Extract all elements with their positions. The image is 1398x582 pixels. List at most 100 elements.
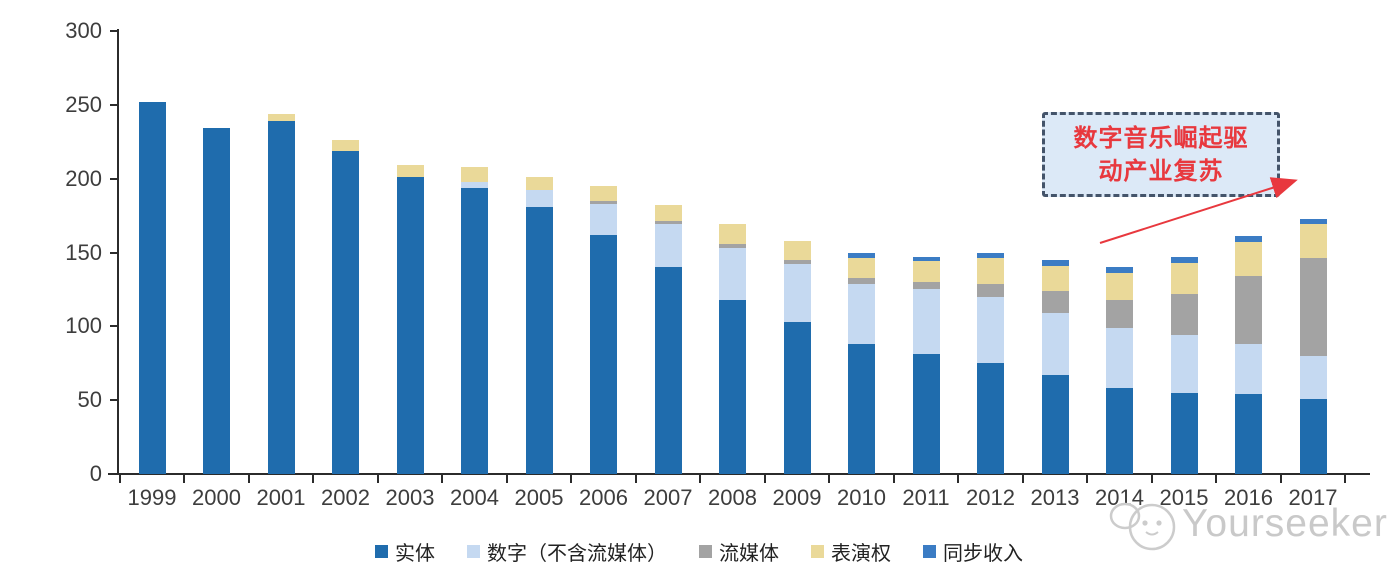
- bar-segment: [1235, 276, 1262, 345]
- bar-segment: [912, 354, 940, 474]
- legend-swatch-icon: [467, 545, 480, 558]
- bar-segment: [1299, 258, 1327, 356]
- y-axis-tick: [110, 251, 117, 254]
- x-axis-tick-label: 2015: [1159, 485, 1209, 510]
- legend-label: 实体: [395, 543, 435, 565]
- y-axis-tick: [110, 177, 117, 180]
- bar-segment: [1106, 273, 1133, 300]
- bar-segment: [1299, 218, 1327, 225]
- bar-segment: [203, 128, 230, 474]
- bar-segment: [1235, 242, 1262, 277]
- y-axis-tick-label: 250: [65, 91, 102, 117]
- bar-segment: [977, 283, 1004, 297]
- y-axis-tick: [110, 473, 117, 475]
- x-axis-tick: [312, 475, 315, 483]
- legend-item: 数字（不含流媒体）: [467, 537, 667, 566]
- bar-segment: [461, 166, 488, 182]
- x-axis-tick: [441, 475, 444, 483]
- y-axis-line: [117, 29, 119, 475]
- bar-segment: [1299, 355, 1327, 399]
- x-axis-tick-label: 2002: [321, 485, 370, 510]
- x-axis-tick: [1215, 475, 1218, 483]
- legend-item: 同步收入: [923, 537, 1023, 566]
- bar-segment: [1041, 265, 1069, 291]
- x-axis-tick-label: 2001: [256, 485, 306, 510]
- bar-segment: [848, 283, 875, 345]
- bar-segment: [654, 267, 682, 474]
- x-axis-tick-label: 2007: [643, 485, 693, 510]
- bar-segment: [590, 234, 617, 474]
- bar-segment: [1106, 299, 1133, 328]
- legend-label: 表演权: [831, 543, 891, 565]
- bar-segment: [1170, 256, 1198, 263]
- bar-segment: [1299, 398, 1327, 474]
- bar-segment: [977, 258, 1004, 284]
- annotation-line1: 数字音乐崛起驱: [1073, 124, 1249, 152]
- bar-segment: [396, 177, 424, 474]
- y-axis-tick-label: 200: [65, 165, 102, 191]
- bar-segment: [848, 258, 875, 278]
- bar-segment: [783, 240, 811, 260]
- x-axis-tick: [892, 475, 895, 483]
- x-axis-tick: [1150, 475, 1153, 483]
- x-axis-tick-label: 2006: [579, 485, 628, 510]
- bar-segment: [461, 181, 488, 188]
- bar-segment: [332, 150, 359, 474]
- bar-segment: [654, 221, 682, 225]
- bar-segment: [1170, 293, 1198, 336]
- x-axis-tick-label: 2005: [514, 485, 564, 510]
- bar-segment: [1170, 335, 1198, 393]
- x-axis-tick: [376, 475, 379, 483]
- bar-segment: [783, 264, 811, 322]
- bar-segment: [1106, 388, 1133, 474]
- bar-segment: [267, 113, 295, 122]
- x-axis-tick: [1344, 475, 1347, 483]
- bar-segment: [396, 165, 424, 178]
- legend-swatch-icon: [699, 545, 712, 558]
- bar-segment: [848, 344, 875, 474]
- bar-segment: [977, 296, 1004, 364]
- watermark-logo-icon: [1109, 502, 1176, 551]
- legend-swatch-icon: [811, 545, 824, 558]
- legend-label: 数字（不含流媒体）: [487, 543, 667, 565]
- legend-label: 流媒体: [719, 543, 779, 565]
- bar-segment: [138, 101, 166, 474]
- bar-segment: [848, 252, 875, 259]
- bar-segment: [1299, 224, 1327, 259]
- bar-segment: [977, 363, 1004, 474]
- x-axis-tick-label: 2000: [192, 485, 241, 510]
- bar-segment: [1041, 290, 1069, 314]
- bar-segment: [912, 261, 940, 283]
- x-axis-tick-label: 1999: [127, 485, 177, 510]
- legend-label: 同步收入: [943, 543, 1023, 565]
- x-axis-tick-label: 2003: [385, 485, 435, 510]
- x-axis-tick: [118, 475, 121, 483]
- bar-segment: [912, 282, 940, 290]
- bar-segment: [1235, 344, 1262, 395]
- x-axis-tick: [505, 475, 508, 483]
- bar-segment: [719, 248, 746, 300]
- bar-segment: [590, 200, 617, 204]
- x-axis-tick-label: 2011: [902, 485, 950, 510]
- legend: 实体 数字（不含流媒体） 流媒体 表演权 同步收入: [0, 537, 1398, 566]
- bar-segment: [1235, 394, 1262, 474]
- x-axis-tick: [828, 475, 831, 483]
- y-axis-tick: [110, 399, 117, 402]
- x-axis-tick-label: 2004: [450, 485, 499, 510]
- bar-segment: [783, 259, 811, 265]
- bar-segment: [1106, 267, 1133, 274]
- y-axis-tick-label: 50: [77, 387, 102, 413]
- x-axis-tick-label: 2012: [966, 485, 1015, 510]
- legend-swatch-icon: [375, 545, 388, 558]
- bar-segment: [525, 177, 553, 191]
- bar-segment: [1106, 327, 1133, 389]
- annotation-line2: 动产业复苏: [1098, 157, 1224, 185]
- y-axis-tick-label: 100: [65, 313, 102, 339]
- bar-segment: [719, 243, 746, 249]
- bar-segment: [977, 252, 1004, 259]
- bar-segment: [1041, 313, 1069, 376]
- x-axis-tick: [634, 475, 637, 483]
- bar-segment: [1041, 259, 1069, 266]
- y-axis-tick: [110, 325, 117, 328]
